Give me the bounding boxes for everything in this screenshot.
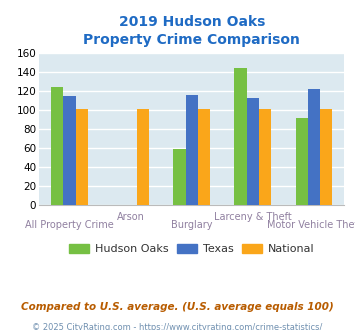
Text: Arson: Arson xyxy=(117,212,144,222)
Bar xyxy=(295,118,308,205)
Bar xyxy=(259,109,271,205)
Text: Burglary: Burglary xyxy=(171,220,212,230)
Text: © 2025 CityRating.com - https://www.cityrating.com/crime-statistics/: © 2025 CityRating.com - https://www.city… xyxy=(32,323,323,330)
Legend: Hudson Oaks, Texas, National: Hudson Oaks, Texas, National xyxy=(69,244,315,254)
Bar xyxy=(173,148,186,205)
Text: Motor Vehicle Theft: Motor Vehicle Theft xyxy=(267,220,355,230)
Bar xyxy=(64,96,76,205)
Bar xyxy=(320,109,332,205)
Bar xyxy=(51,87,64,205)
Text: Compared to U.S. average. (U.S. average equals 100): Compared to U.S. average. (U.S. average … xyxy=(21,302,334,312)
Bar xyxy=(186,95,198,205)
Bar xyxy=(198,109,210,205)
Title: 2019 Hudson Oaks
Property Crime Comparison: 2019 Hudson Oaks Property Crime Comparis… xyxy=(83,15,300,48)
Bar xyxy=(247,98,259,205)
Bar xyxy=(308,89,320,205)
Text: Larceny & Theft: Larceny & Theft xyxy=(214,212,292,222)
Bar xyxy=(234,68,247,205)
Text: All Property Crime: All Property Crime xyxy=(25,220,114,230)
Bar xyxy=(76,109,88,205)
Bar xyxy=(137,109,149,205)
